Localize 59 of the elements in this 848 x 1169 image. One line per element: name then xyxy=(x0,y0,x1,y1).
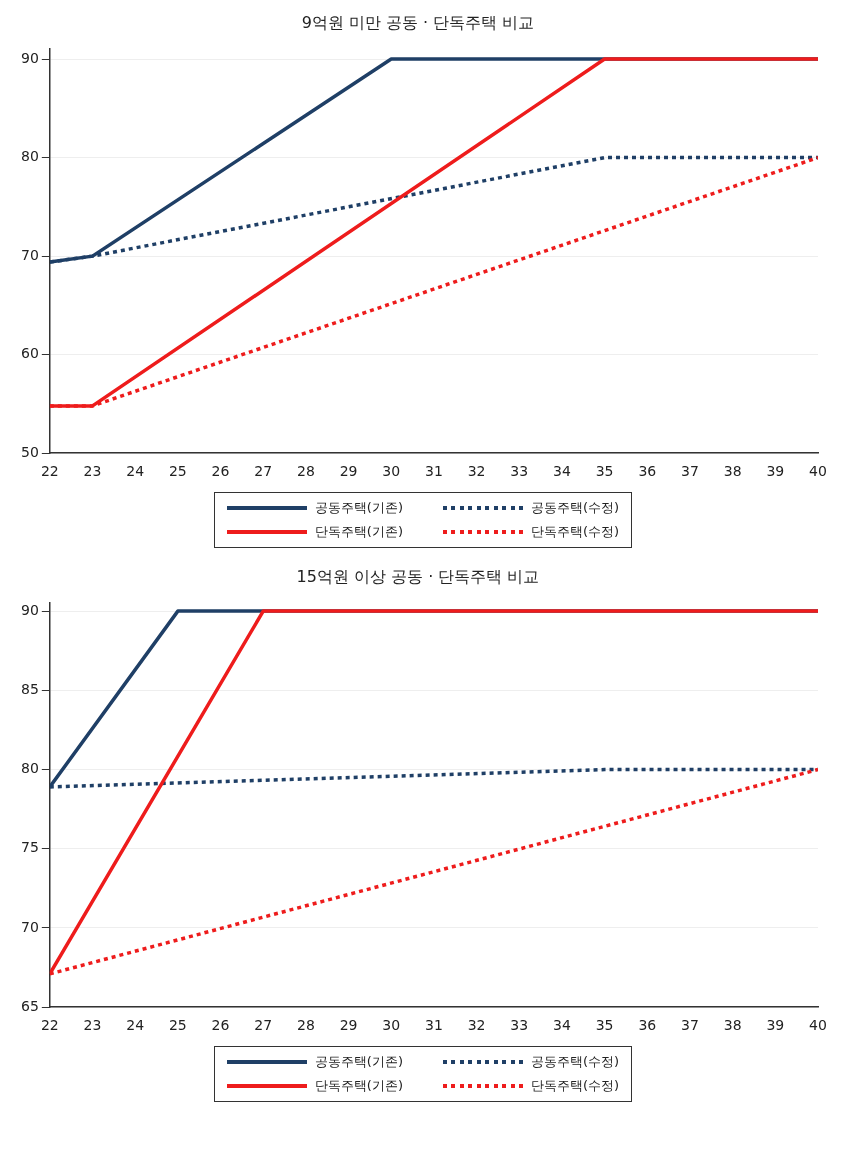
x-tick-label: 34 xyxy=(553,1017,571,1034)
x-tick-label: 36 xyxy=(638,463,657,480)
x-tick-label: 25 xyxy=(168,1017,187,1034)
x-tick-label: 32 xyxy=(467,463,486,480)
x-tick-label: 32 xyxy=(467,1017,486,1034)
x-tick-label: 39 xyxy=(766,1017,785,1034)
y-tick-label: 85 xyxy=(20,680,39,697)
chart-title: 9억원 미만 공동 · 단독주택 비교 xyxy=(301,12,535,32)
x-tick-label: 33 xyxy=(510,1017,529,1034)
x-tick-label: 30 xyxy=(382,1017,401,1034)
y-tick-label: 90 xyxy=(20,49,39,66)
x-tick-label: 28 xyxy=(296,1017,315,1034)
x-tick-label: 31 xyxy=(424,1017,443,1034)
x-tick-label: 23 xyxy=(83,463,102,480)
x-tick-label: 37 xyxy=(681,463,699,480)
chart-title: 15억원 이상 공동 · 단독주택 비교 xyxy=(296,566,540,586)
y-tick-label: 80 xyxy=(20,148,39,165)
x-tick-label: 27 xyxy=(254,463,273,480)
legend-label: 공동주택(기존) xyxy=(314,499,403,517)
y-tick-label: 90 xyxy=(20,601,39,618)
x-tick-label: 28 xyxy=(296,463,315,480)
x-tick-label: 24 xyxy=(126,463,145,480)
legend-label: 공동주택(수정) xyxy=(531,499,620,517)
y-tick-label: 75 xyxy=(20,839,39,856)
x-tick-label: 29 xyxy=(339,1017,358,1034)
x-tick-label: 23 xyxy=(83,1017,102,1034)
x-tick-label: 40 xyxy=(809,463,827,480)
x-tick-label: 36 xyxy=(638,1017,657,1034)
y-tick-label: 70 xyxy=(20,918,39,935)
x-tick-label: 22 xyxy=(40,463,59,480)
x-tick-label: 26 xyxy=(211,463,230,480)
x-tick-label: 27 xyxy=(254,1017,273,1034)
x-tick-label: 25 xyxy=(168,463,187,480)
x-tick-label: 38 xyxy=(723,1017,742,1034)
legend-label: 단독주택(수정) xyxy=(531,1077,620,1095)
x-tick-label: 35 xyxy=(595,1017,614,1034)
x-tick-label: 33 xyxy=(510,463,529,480)
x-tick-label: 38 xyxy=(723,463,742,480)
x-tick-label: 22 xyxy=(40,1017,59,1034)
x-tick-label: 24 xyxy=(126,1017,145,1034)
x-tick-label: 31 xyxy=(424,463,443,480)
legend-label: 공동주택(수정) xyxy=(531,1053,620,1071)
x-tick-label: 35 xyxy=(595,463,614,480)
x-tick-label: 30 xyxy=(382,463,401,480)
x-tick-label: 34 xyxy=(553,463,571,480)
y-tick-label: 50 xyxy=(20,443,39,460)
x-tick-label: 37 xyxy=(681,1017,699,1034)
legend-label: 단독주택(기존) xyxy=(314,1077,403,1095)
legend-label: 단독주택(수정) xyxy=(531,523,620,541)
legend-label: 단독주택(기존) xyxy=(314,523,403,541)
x-tick-label: 39 xyxy=(766,463,785,480)
y-tick-label: 65 xyxy=(20,997,39,1014)
x-tick-label: 40 xyxy=(809,1017,827,1034)
y-tick-label: 80 xyxy=(20,760,39,777)
x-tick-label: 26 xyxy=(211,1017,230,1034)
y-tick-label: 70 xyxy=(20,246,39,263)
legend-label: 공동주택(기존) xyxy=(314,1053,403,1071)
x-tick-label: 29 xyxy=(339,463,358,480)
y-tick-label: 60 xyxy=(20,345,39,362)
